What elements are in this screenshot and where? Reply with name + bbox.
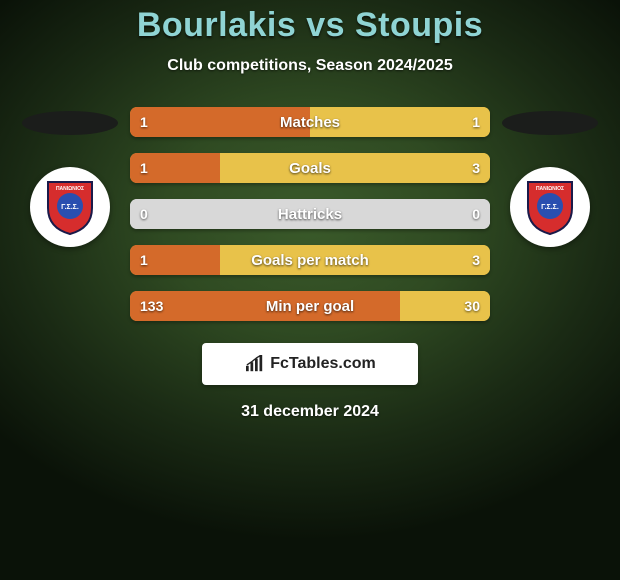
stat-bar-left-segment [130,153,220,183]
stat-bar-right-segment [400,291,490,321]
stat-bar-left-segment [130,107,310,137]
left-player-col: Γ.Σ.Σ. ΠΑΝΙΩΝΙΟΣ [20,107,120,247]
stat-bar-right-segment [220,153,490,183]
right-player-col: Γ.Σ.Σ. ΠΑΝΙΩΝΙΟΣ [500,107,600,247]
stat-bar: 00Hattricks [130,199,490,229]
svg-text:ΠΑΝΙΩΝΙΟΣ: ΠΑΝΙΩΝΙΟΣ [536,186,564,192]
stat-bar: 13Goals per match [130,245,490,275]
club-shield-icon: Γ.Σ.Σ. ΠΑΝΙΩΝΙΟΣ [44,178,96,236]
brand-text: FcTables.com [270,355,376,373]
stat-bar: 11Matches [130,107,490,137]
brand-box[interactable]: FcTables.com [202,343,418,385]
stat-bar: 13330Min per goal [130,291,490,321]
club-badge-right: Γ.Σ.Σ. ΠΑΝΙΩΝΙΟΣ [510,167,590,247]
player-silhouette-right [502,111,598,135]
stat-bar-left-segment [130,245,220,275]
stat-bar-right-segment [310,199,490,229]
date-text: 31 december 2024 [0,403,620,421]
stat-bars: 11Matches 13Goals 00Hattricks 13Goals per m… [130,107,490,321]
svg-text:ΠΑΝΙΩΝΙΟΣ: ΠΑΝΙΩΝΙΟΣ [56,186,84,192]
svg-text:Γ.Σ.Σ.: Γ.Σ.Σ. [541,204,559,211]
svg-text:Γ.Σ.Σ.: Γ.Σ.Σ. [61,204,79,211]
club-shield-icon: Γ.Σ.Σ. ΠΑΝΙΩΝΙΟΣ [524,178,576,236]
brand-chart-icon [244,355,266,373]
subtitle: Club competitions, Season 2024/2025 [0,57,620,75]
stat-bar-left-segment [130,291,400,321]
stat-bar-left-segment [130,199,310,229]
page-title: Bourlakis vs Stoupis [0,6,620,45]
club-badge-left: Γ.Σ.Σ. ΠΑΝΙΩΝΙΟΣ [30,167,110,247]
player-silhouette-left [22,111,118,135]
stat-bar: 13Goals [130,153,490,183]
stat-bar-right-segment [220,245,490,275]
comparison-row: Γ.Σ.Σ. ΠΑΝΙΩΝΙΟΣ 11Matches 13Goals 00Hattr… [0,107,620,321]
stat-bar-right-segment [310,107,490,137]
